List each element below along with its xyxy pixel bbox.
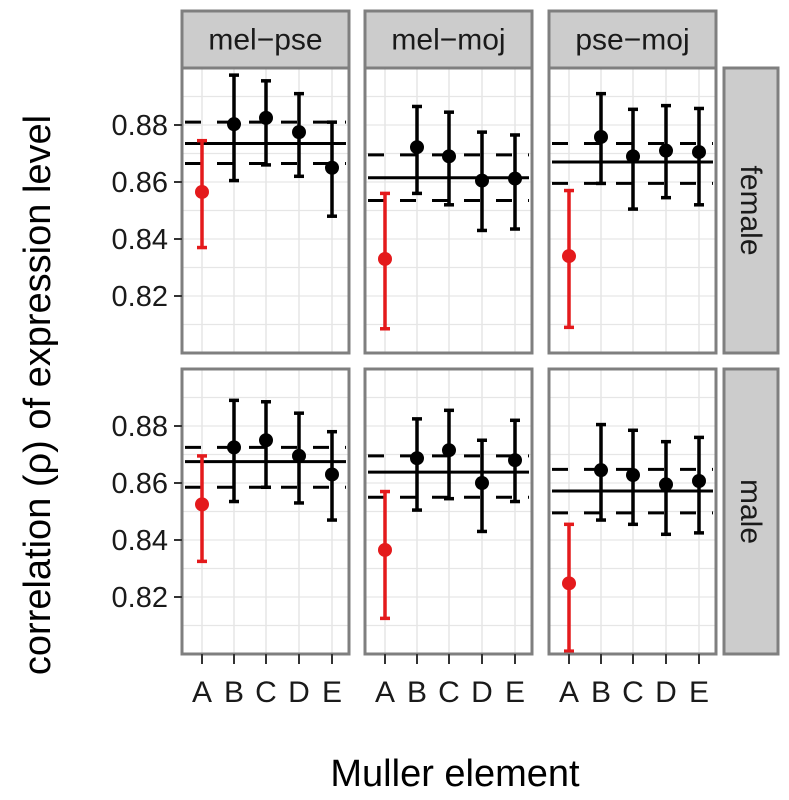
data-point-B — [227, 117, 241, 132]
data-point-E — [325, 160, 339, 175]
y-tick-label: 0.88 — [112, 110, 168, 142]
x-tick-label: A — [559, 676, 579, 709]
data-point-D — [475, 476, 489, 490]
panel-border — [547, 66, 718, 355]
data-point-B — [410, 140, 424, 155]
data-point-E — [692, 145, 706, 160]
x-tick-label: B — [224, 676, 244, 709]
x-tick-label: A — [375, 676, 395, 709]
data-point-E — [508, 171, 522, 186]
y-tick-label: 0.84 — [112, 224, 168, 256]
panel — [363, 66, 534, 355]
data-point-B — [594, 129, 608, 144]
x-tick-label: C — [438, 676, 460, 709]
data-point-C — [259, 110, 273, 125]
data-point-C — [626, 468, 640, 483]
panels-layer — [180, 9, 780, 664]
column-strip-label: mel−moj — [391, 24, 505, 57]
panel-border — [363, 66, 534, 355]
x-tick-label: E — [505, 676, 525, 709]
row-strip-label: female — [734, 165, 767, 255]
data-point-D — [292, 125, 306, 140]
column-strip-label: pse−moj — [575, 24, 689, 57]
row-strip-0 — [722, 66, 780, 355]
data-point-D — [475, 173, 489, 188]
data-point-A — [562, 576, 576, 591]
data-point-A — [195, 184, 209, 199]
row-strip-label: male — [734, 479, 767, 544]
panel — [547, 66, 718, 355]
data-point-E — [508, 453, 522, 468]
column-strip-label: mel−pse — [208, 24, 322, 57]
data-point-C — [442, 149, 456, 164]
data-point-B — [410, 451, 424, 466]
data-point-C — [626, 149, 640, 164]
x-tick-label: B — [407, 676, 427, 709]
data-point-A — [378, 542, 392, 557]
y-tick-label: 0.88 — [112, 411, 168, 443]
column-strip-0 — [180, 9, 351, 70]
panel — [547, 367, 718, 664]
data-point-D — [659, 143, 673, 158]
data-point-B — [594, 463, 608, 478]
data-point-C — [442, 443, 456, 458]
data-point-E — [325, 467, 339, 482]
y-tick-label: 0.82 — [112, 582, 168, 614]
data-point-A — [378, 251, 392, 266]
data-point-D — [292, 448, 306, 463]
x-tick-label: D — [655, 676, 677, 709]
row-strip-1 — [722, 367, 780, 656]
data-point-B — [227, 440, 241, 455]
y-tick-label: 0.86 — [112, 468, 168, 500]
x-axis-title: Muller element — [330, 753, 580, 795]
y-tick-label: 0.84 — [112, 525, 168, 557]
y-tick-label: 0.82 — [112, 281, 168, 313]
panel-border — [180, 66, 351, 355]
x-tick-label: D — [471, 676, 493, 709]
x-tick-label: C — [255, 676, 277, 709]
panel — [363, 367, 534, 664]
panel — [180, 367, 351, 664]
x-tick-label: B — [591, 676, 611, 709]
data-point-E — [692, 474, 706, 489]
x-tick-label: E — [322, 676, 342, 709]
y-tick-label: 0.86 — [112, 167, 168, 199]
data-point-C — [259, 433, 273, 448]
panel — [180, 66, 351, 355]
data-point-A — [562, 249, 576, 264]
x-tick-label: D — [288, 676, 310, 709]
x-tick-label: A — [192, 676, 212, 709]
data-point-A — [195, 497, 209, 512]
x-tick-label: E — [689, 676, 709, 709]
y-axis-title: correlation (ρ) of expression level — [17, 115, 59, 675]
x-tick-label: C — [622, 676, 644, 709]
data-point-D — [659, 477, 673, 492]
